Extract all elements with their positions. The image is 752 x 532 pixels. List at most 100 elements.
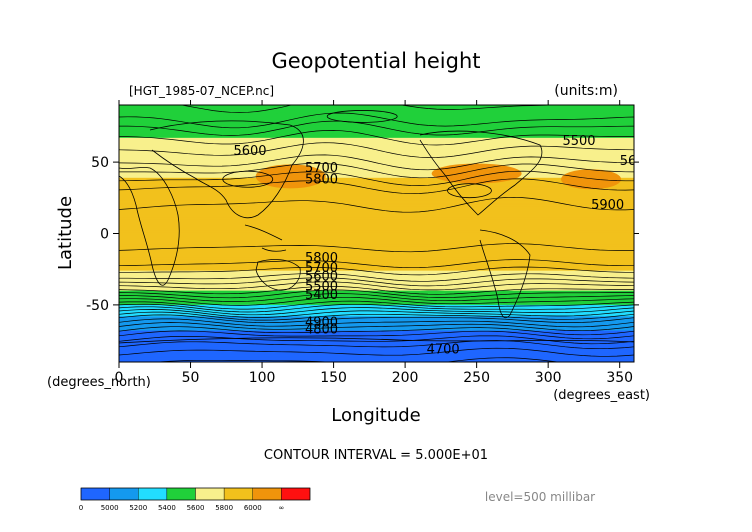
height-bands [119,105,634,362]
contour-lines [119,105,690,362]
band-strip [119,169,634,172]
contour-line [119,347,634,357]
band-strip [119,267,634,270]
band-strip [119,300,634,303]
band-strip [119,360,634,362]
colorbar-frame [80,487,311,501]
coastline-north-america [419,130,543,216]
band-strip [119,226,634,229]
band-strip [119,176,634,179]
closed-contour [222,170,274,188]
band-strip [119,324,634,327]
band-strip [119,184,634,187]
x-tick-label: 50 [182,370,200,386]
band-strip [119,234,634,237]
band-strip [119,346,634,349]
band-strip [119,209,634,212]
y-tick-label: 50 [91,155,109,171]
band-strip [119,290,634,293]
colorbar-tick-label: 5800 [215,504,233,512]
band-strip [119,296,634,299]
band-strip [119,349,634,352]
x-tick-label: 350 [606,370,633,386]
band-strip [119,303,634,306]
colorbar-swatch [252,487,282,501]
band-strip [119,152,634,155]
band-strip [119,317,634,320]
colorbar-swatch [138,487,168,501]
band-strip [119,286,634,289]
band-strip [119,212,634,215]
contour-line [119,170,634,186]
band-strip [119,172,634,175]
band-strip [119,312,634,315]
band-strip [119,203,634,206]
closed-contour [650,216,690,228]
band-strip [119,233,634,236]
band-strip [119,263,634,266]
band-strip [119,232,634,235]
band-strip [119,167,634,170]
contour-line [119,130,634,146]
contour-line [119,311,634,321]
band-pocket [431,163,522,184]
band-strip [119,343,634,346]
band-strip [119,137,634,140]
band-strip [119,136,634,139]
band-strip [119,193,634,196]
contour-label: 5700 [305,161,338,176]
band-strip [119,354,634,357]
band-strip [119,223,634,226]
band-strip [119,150,634,153]
band-strip [119,352,634,355]
colorbar-swatch [166,487,196,501]
contour-line [119,314,634,324]
band-strip [119,329,634,332]
band-strip [119,213,634,216]
band-strip [119,273,634,276]
band-strip [119,217,634,220]
colorbar-swatch [281,487,311,501]
contour-line [119,277,634,287]
band-strip [119,357,634,360]
x-tick-label: 300 [535,370,562,386]
band-polar-lobe [531,110,634,135]
x-tick-label: 0 [115,370,124,386]
band-strip [119,274,634,277]
band-strip [119,204,634,207]
contour-line [119,259,634,269]
band-strip [119,159,634,162]
band-strip [119,327,634,330]
band-strip [119,337,634,340]
band-strip [119,320,634,323]
x-tick-label: 100 [249,370,276,386]
contour-label: 5900 [591,198,624,213]
band-polar-lobe [263,108,404,137]
band-strip [119,147,634,150]
band-strip [119,250,634,253]
band-strip [119,166,634,169]
band-strip [119,149,634,152]
colorbar-tick-label: 5000 [101,504,119,512]
contour-line [119,286,634,295]
band-strip [119,177,634,180]
colorbar-swatch [80,487,110,501]
contour-line [119,300,634,310]
band-strip [119,157,634,160]
y-axis-label: Latitude [55,196,76,270]
contour-label: 5700 [305,261,338,276]
band-strip [119,326,634,329]
contour-line [119,196,634,213]
band-strip [119,319,634,322]
band-strip [119,350,634,353]
contour-interval-label: CONTOUR INTERVAL = 5.000E+01 [264,448,488,463]
colorbar-swatch [195,487,225,501]
band-strip [119,269,634,272]
band-strip [119,307,634,310]
contour-line [119,281,634,291]
band-strip [119,253,634,256]
band-strip [119,239,634,242]
band-strip [119,240,634,243]
band-strip [119,283,634,286]
